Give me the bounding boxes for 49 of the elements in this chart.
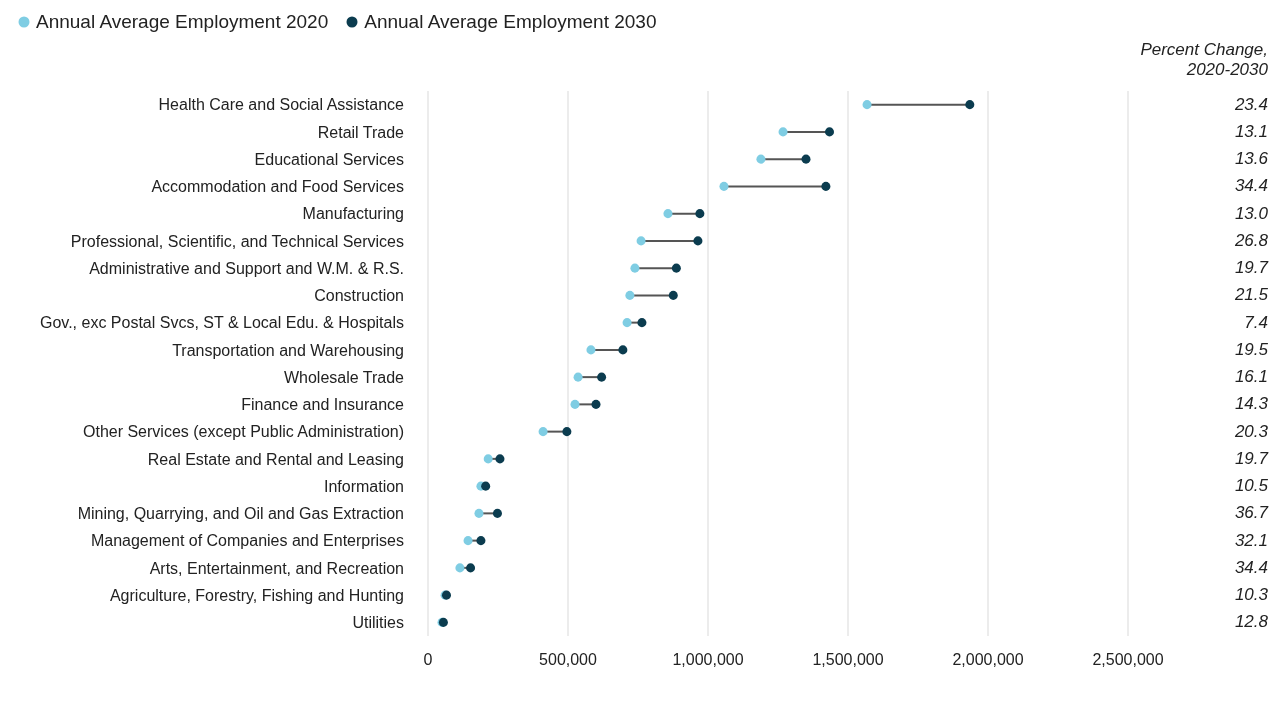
x-tick-label: 1,500,000 [812, 651, 884, 669]
text: 12.8 [1234, 612, 1268, 633]
y-tick-label: Agriculture, Forestry, Fishing and Hunting [109, 586, 404, 604]
y-tick-label: Gov., exc Postal Svcs, ST & Local Edu. & Hospitals [39, 314, 404, 332]
y-tick-label: Management of Companies and Enterprises [90, 532, 404, 550]
text: 34.4 [1234, 176, 1268, 197]
y-tick-label: Educational Services [254, 150, 404, 168]
y-tick-label: Other Services (except Public Administration) [82, 423, 404, 441]
x-tick-label: 1,000,000 [672, 651, 744, 669]
text: 14.3 [1234, 394, 1268, 415]
y-tick-label: Finance and Insurance [241, 396, 405, 414]
y-tick-label: Administrative and Support and W.M. & R.S. [89, 259, 404, 277]
y-tick-label: Professional, Scientific, and Technical Services [70, 232, 404, 250]
y-tick-label: Mining, Quarrying, and Oil and Gas Extraction [77, 505, 404, 523]
y-tick-label: Wholesale Trade [283, 368, 405, 386]
x-tick-label: 500,000 [539, 651, 598, 669]
y-tick-label: Construction [314, 287, 404, 305]
text: 10.5 [1234, 476, 1268, 497]
text: 36.7 [1234, 503, 1268, 524]
text: 32.1 [1234, 530, 1268, 551]
text: 19.7 [1234, 258, 1268, 279]
text: 23.4 [1234, 94, 1268, 115]
y-tick-label: Transportation and Warehousing [172, 341, 404, 359]
y-tick-label: Accommodation and Food Services [151, 178, 404, 196]
y-tick-label: Information [323, 477, 404, 495]
text: Percent Change, 2020-2030 [1139, 40, 1268, 80]
text: 19.7 [1234, 448, 1268, 469]
x-tick-label: 0 [423, 651, 433, 669]
text: 26.8 [1234, 230, 1268, 251]
text: 16.1 [1234, 367, 1268, 388]
y-tick-label: Utilities [352, 614, 404, 632]
legend-label: Annual Average Employment 2020 [36, 11, 329, 33]
y-tick-label: Health Care and Social Assistance [158, 96, 405, 114]
text: 10.3 [1234, 585, 1268, 606]
y-tick-label: Retail Trade [317, 123, 405, 141]
text: 13.1 [1234, 121, 1268, 142]
text: 13.0 [1234, 203, 1268, 224]
y-tick-label: Real Estate and Rental and Leasing [147, 450, 404, 468]
legend-label: Annual Average Employment 2030 [364, 11, 657, 33]
y-tick-label: Arts, Entertainment, and Recreation [149, 559, 404, 577]
text: 20.3 [1234, 421, 1268, 442]
text: 21.5 [1234, 285, 1268, 306]
text: 34.4 [1234, 557, 1268, 578]
text: 7.4 [1244, 312, 1268, 333]
text: 13.6 [1234, 149, 1268, 170]
y-tick-label: Manufacturing [302, 205, 404, 223]
text: 19.5 [1234, 339, 1268, 360]
x-tick-label: 2,000,000 [952, 651, 1024, 669]
x-tick-label: 2,500,000 [1092, 651, 1164, 669]
